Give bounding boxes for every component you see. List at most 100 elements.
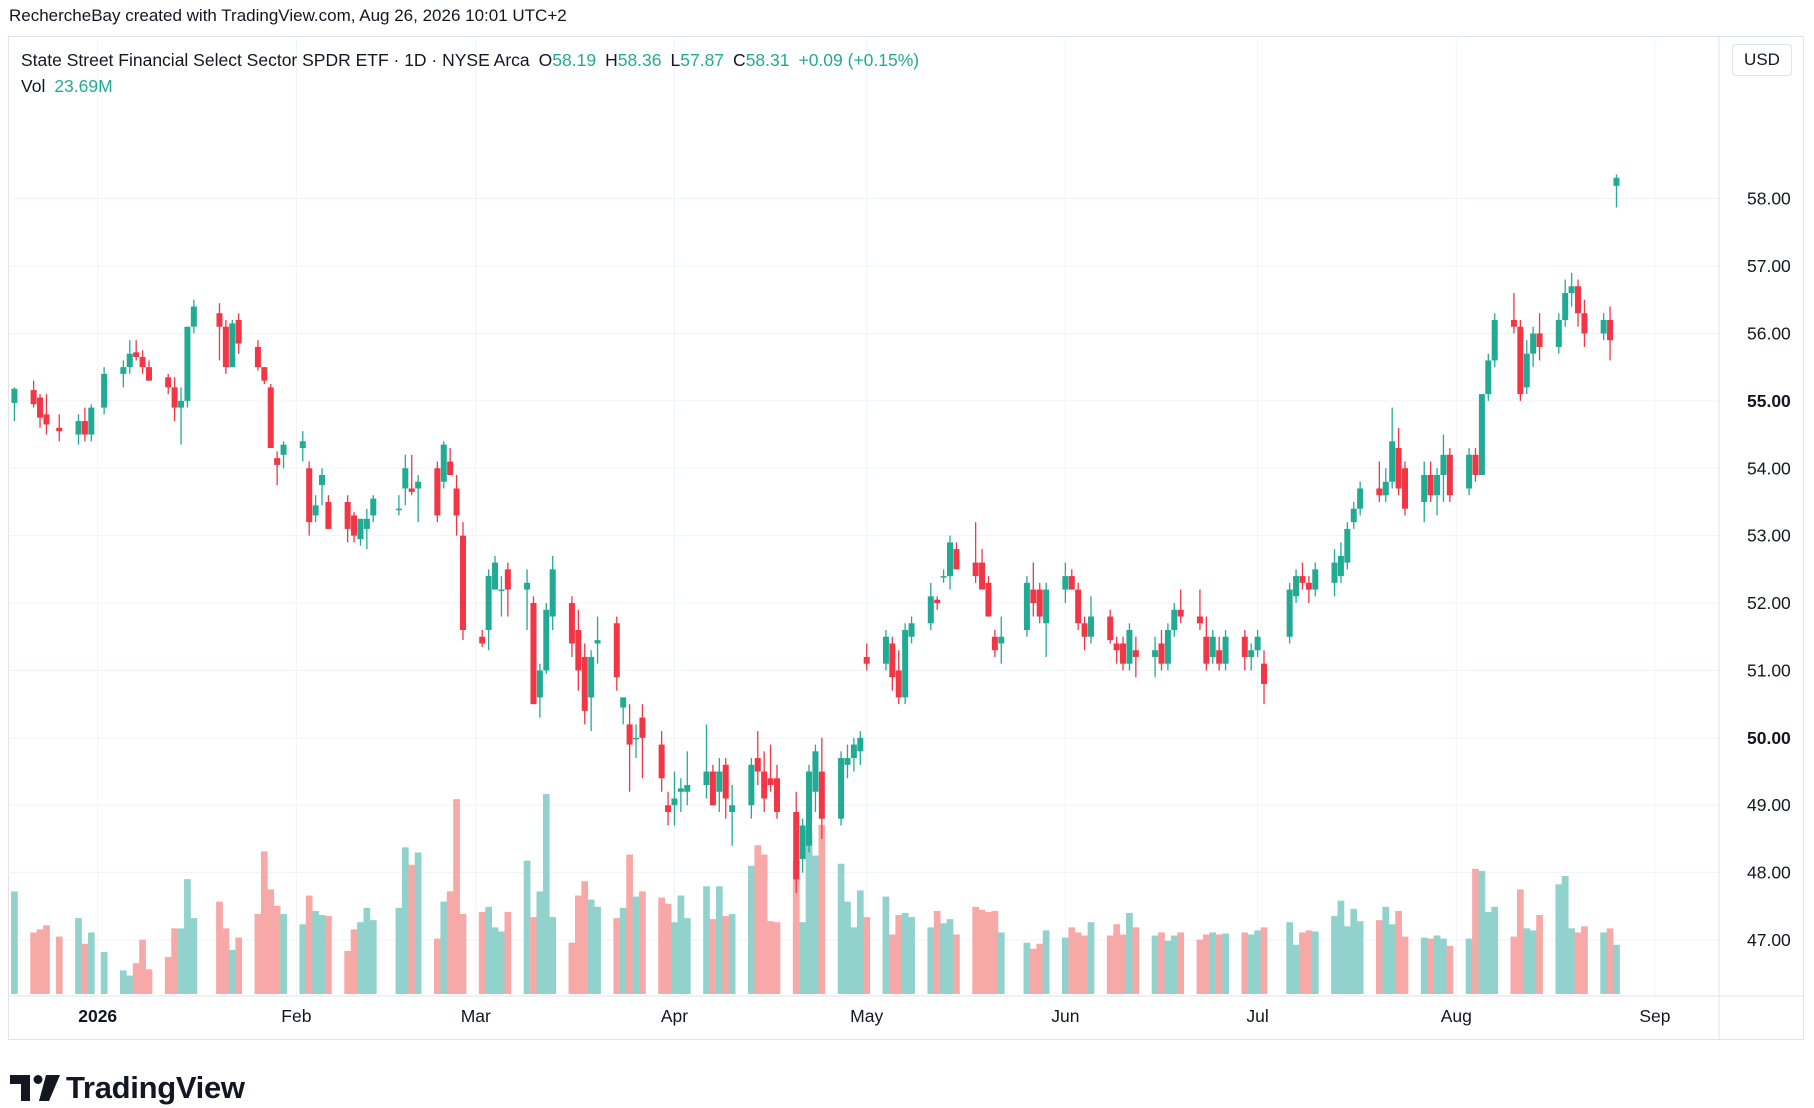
volume-bar: [677, 895, 685, 994]
candle-body: [280, 444, 287, 455]
candle-body: [370, 498, 377, 516]
candle-body: [126, 353, 133, 368]
candle-body: [325, 501, 332, 529]
candle-body: [953, 549, 960, 570]
volume-bar: [478, 911, 486, 994]
volume-bar: [747, 865, 755, 994]
candle: [1312, 562, 1319, 597]
volume-bar: [1158, 932, 1165, 994]
candle-body: [139, 357, 146, 368]
candle-body: [1286, 589, 1293, 637]
currency-button[interactable]: USD: [1732, 44, 1792, 76]
volume-bar: [43, 925, 50, 994]
price-axis[interactable]: 47.00 48.00 49.00 50.00 51.00 52.00 53.00 54.00…: [1747, 189, 1791, 950]
candle-body: [1023, 582, 1030, 631]
volume-bar: [164, 957, 172, 994]
volume-bar: [844, 901, 851, 994]
tradingview-logo[interactable]: TradingView: [10, 1070, 245, 1106]
candle-body: [306, 468, 313, 523]
volume-bar: [1113, 924, 1120, 994]
candle: [665, 791, 672, 826]
candle-body: [459, 535, 466, 631]
candle-body: [722, 764, 729, 799]
candle-body: [1062, 576, 1069, 590]
volume-bar: [850, 927, 858, 994]
candle-body: [357, 518, 364, 540]
candle-body: [524, 582, 531, 590]
symbol-title[interactable]: State Street Financial Select Sector SPD…: [21, 50, 530, 70]
high-value: 58.36: [617, 50, 662, 70]
price-tick-label: 51.00: [1747, 660, 1791, 680]
candle: [1216, 636, 1223, 671]
volume-bar: [754, 845, 762, 994]
volume-bar: [953, 934, 960, 994]
candle-body: [1196, 616, 1203, 624]
candle: [216, 303, 223, 361]
candle: [30, 380, 37, 408]
candle-body: [43, 414, 50, 425]
candle: [1132, 636, 1139, 678]
volume-bar: [1465, 938, 1473, 994]
candle-body: [1530, 333, 1537, 354]
volume-bar: [395, 907, 403, 994]
volume-bar: [414, 852, 422, 994]
candle-body: [498, 589, 505, 592]
volume-bar: [446, 891, 454, 994]
volume-bar: [177, 928, 185, 994]
candle: [1120, 636, 1127, 671]
volume-bar: [1516, 889, 1524, 994]
candle-body: [972, 562, 979, 577]
chart-pane[interactable]: [8, 36, 1804, 1040]
candle: [1427, 461, 1434, 502]
candle: [857, 731, 864, 765]
candle-body: [1357, 488, 1364, 509]
volume-bar: [1388, 924, 1396, 994]
volume-bar: [715, 886, 723, 994]
candle-body: [1510, 319, 1517, 327]
candle: [370, 495, 377, 523]
candle-body: [947, 542, 954, 577]
candle: [1305, 576, 1312, 604]
volume-bar: [1337, 900, 1345, 994]
candle: [88, 404, 95, 442]
candle-body: [1568, 286, 1575, 294]
candle-body: [703, 771, 710, 786]
candle-body: [895, 670, 902, 698]
candle-body: [274, 458, 281, 465]
candle-body: [11, 388, 18, 403]
candle-body: [1299, 576, 1306, 583]
candle-body: [171, 387, 178, 408]
candle: [1562, 279, 1569, 327]
candle-body: [504, 569, 511, 590]
candle-body: [1216, 650, 1223, 664]
candle: [274, 451, 281, 486]
volume-bar: [991, 910, 999, 994]
candle-body: [1209, 636, 1216, 657]
candle-body: [299, 441, 306, 449]
volume-bar: [344, 950, 352, 994]
close-value: 58.31: [745, 50, 790, 70]
candle: [1555, 313, 1562, 354]
candle-body: [1575, 286, 1582, 314]
candle-body: [120, 367, 127, 374]
volume-bar: [908, 917, 915, 994]
time-axis[interactable]: 2026 Feb Mar Apr May Jun Jul Aug Sep: [78, 1006, 1670, 1026]
candle: [184, 326, 191, 408]
candle-body: [806, 771, 813, 846]
volume-bar: [1491, 906, 1499, 994]
candle: [754, 731, 761, 786]
candle: [767, 744, 774, 792]
volume-bar: [1074, 932, 1082, 994]
low-label: L: [670, 50, 681, 70]
candlestick-chart[interactable]: 47.00 48.00 49.00 50.00 51.00 52.00 53.00 54.00…: [8, 36, 1804, 1040]
open-value: 58.19: [552, 50, 597, 70]
candle: [1030, 562, 1037, 617]
volume-bar: [683, 918, 691, 994]
volume-bar: [619, 907, 627, 994]
candle: [671, 771, 678, 826]
volume-bar: [1606, 928, 1614, 994]
candle-body: [588, 656, 595, 698]
candle-body: [671, 798, 678, 806]
candle: [434, 461, 441, 523]
candle-body: [1440, 454, 1447, 475]
